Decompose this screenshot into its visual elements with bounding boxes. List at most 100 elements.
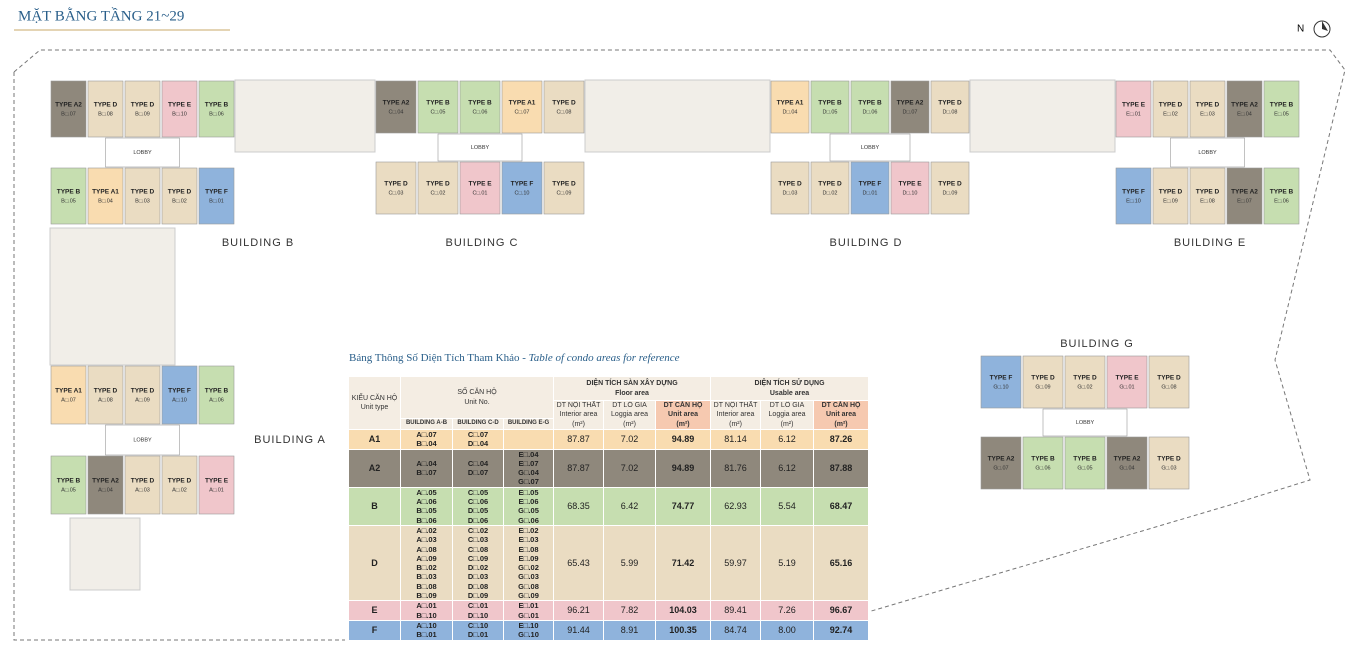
unit-numbers-line: D□.05 (467, 506, 489, 516)
unit-code: A□.07 (61, 397, 76, 403)
unit-numbers-line: E□.08 (518, 544, 539, 554)
unit-type: TYPE B (205, 102, 229, 109)
unit-type: TYPE B (1270, 102, 1294, 109)
unit-code: C□.07 (515, 109, 530, 115)
building-label: BUILDING B (222, 237, 294, 249)
unit-code: E□.02 (1163, 111, 1178, 117)
unit-type: E (348, 600, 401, 621)
unit (1148, 355, 1190, 409)
core (437, 133, 523, 162)
unit (1064, 436, 1106, 490)
building-label: BUILDING C (446, 237, 519, 249)
unit-code: C□.09 (557, 190, 572, 196)
unit-code: C□.05 (431, 109, 446, 115)
area-value: 100.35 (655, 619, 712, 641)
unit (850, 161, 890, 215)
unit (124, 80, 161, 138)
unit (161, 455, 198, 515)
unit-code: G□.08 (1161, 384, 1176, 390)
unit-code: E□.05 (1274, 111, 1289, 117)
unit-code: B□.06 (209, 111, 224, 117)
unit-type: TYPE A2 (1231, 102, 1258, 109)
lobby-label: LOBBY (133, 437, 152, 443)
unit (198, 365, 235, 425)
unit-type: TYPE F (1122, 189, 1145, 196)
unit-code: A□.02 (172, 487, 187, 493)
unit-type: TYPE A2 (1231, 189, 1258, 196)
unit-code: B□.09 (135, 111, 150, 117)
area-value: 68.35 (553, 486, 605, 526)
building-label: BUILDING G (1060, 338, 1134, 350)
unit-code: B□.05 (61, 198, 76, 204)
table-caption: Bảng Thông Số Diện Tích Tham Khảo - Tabl… (349, 352, 679, 364)
unit-numbers-line: G□.07 (518, 477, 539, 487)
unit-numbers: C□.02 C□.03 C□.08 C□.09 D□.02 D□.03 D□.08 D□.09 (452, 524, 504, 602)
area-value: 91.44 (553, 619, 605, 641)
unit-numbers-line: B□.05 (416, 506, 437, 516)
type-header-line: KIỂU CĂN HỘ (351, 394, 398, 402)
unit (810, 161, 850, 215)
unit-code: A□.09 (135, 397, 150, 403)
area-value: 84.74 (710, 619, 762, 641)
unit-numbers-line: A□.04 (416, 458, 437, 468)
unit-code: A□.01 (209, 487, 224, 493)
unit-numbers-line: B□.03 (416, 572, 437, 582)
unit-numbers-line: D□.02 (467, 563, 489, 573)
unit-numbers-line: A□.06 (416, 497, 437, 507)
unit (50, 455, 87, 515)
building-group-header: BUILDING C-D (452, 418, 504, 430)
unit-type: TYPE D (168, 478, 192, 485)
unit (124, 455, 161, 515)
unit-type: TYPE D (818, 181, 842, 188)
unit-code: D□.02 (823, 190, 838, 196)
area-value: 81.14 (710, 429, 762, 450)
unit-numbers-line: D□.03 (467, 572, 489, 582)
unit-type: TYPE E (205, 478, 229, 485)
area-value: 7.82 (603, 600, 657, 621)
area-value: 94.89 (655, 429, 712, 450)
unit-code: A□.04 (98, 487, 113, 493)
caption-vi: Bảng Thông Số Diện Tích Tham Khảo - (349, 352, 526, 364)
unit-type: A2 (348, 448, 401, 488)
unit-code: D□.06 (863, 109, 878, 115)
unit-numbers: C□.10 D□.01 (452, 619, 504, 641)
unit (1022, 436, 1064, 490)
unit-numbers: C□.01 D□.10 (452, 600, 504, 621)
unit-numbers-line: A□.03 (416, 535, 437, 545)
unit-numbers-line: C□.01 (467, 601, 489, 611)
unit-numbers (502, 429, 555, 450)
unit (980, 355, 1022, 409)
area-value: 8.91 (603, 619, 657, 641)
unit-numbers-line: A□.01 (416, 601, 437, 611)
area-value: 104.03 (655, 600, 712, 621)
building-label: BUILDING D (830, 237, 903, 249)
area-value: 87.88 (813, 448, 870, 488)
unit-code: E□.04 (1237, 111, 1252, 117)
unit-code: B□.10 (172, 111, 187, 117)
unit-numbers: C□.07 D□.04 (452, 429, 504, 450)
unit-code: C□.01 (473, 190, 488, 196)
col-header: DT LÔ GIA Loggia area (m²) (603, 400, 657, 430)
unit (1148, 436, 1190, 490)
title: MẶT BẰNG TẦNG 21~29 (18, 7, 184, 24)
unit (930, 161, 970, 215)
unit-numbers-line: G□.04 (518, 468, 539, 478)
unit (87, 80, 124, 138)
unit-type: TYPE A1 (777, 100, 804, 107)
area-value: 96.67 (813, 600, 870, 621)
area-value: 6.12 (760, 429, 815, 450)
unit-type: TYPE F (205, 189, 228, 196)
col-header-line: (m²) (780, 420, 794, 428)
unit-code: D□.01 (863, 190, 878, 196)
unit-code: E□.08 (1200, 198, 1215, 204)
unit-numbers-line: D□.09 (467, 591, 489, 601)
unit-numbers: C□.04 D□.07 (452, 448, 504, 488)
unit-numbers-line: A□.10 (416, 620, 437, 630)
unit-numbers: A□.04 B□.07 (400, 448, 453, 488)
unit-type: TYPE D (1031, 375, 1055, 382)
unit-numbers-line: D□.07 (467, 468, 489, 478)
core (105, 137, 180, 168)
unit-numbers-line: B□.06 (416, 515, 437, 525)
building-group-header: BUILDING A-B (400, 418, 453, 430)
area-value: 5.54 (760, 486, 815, 526)
